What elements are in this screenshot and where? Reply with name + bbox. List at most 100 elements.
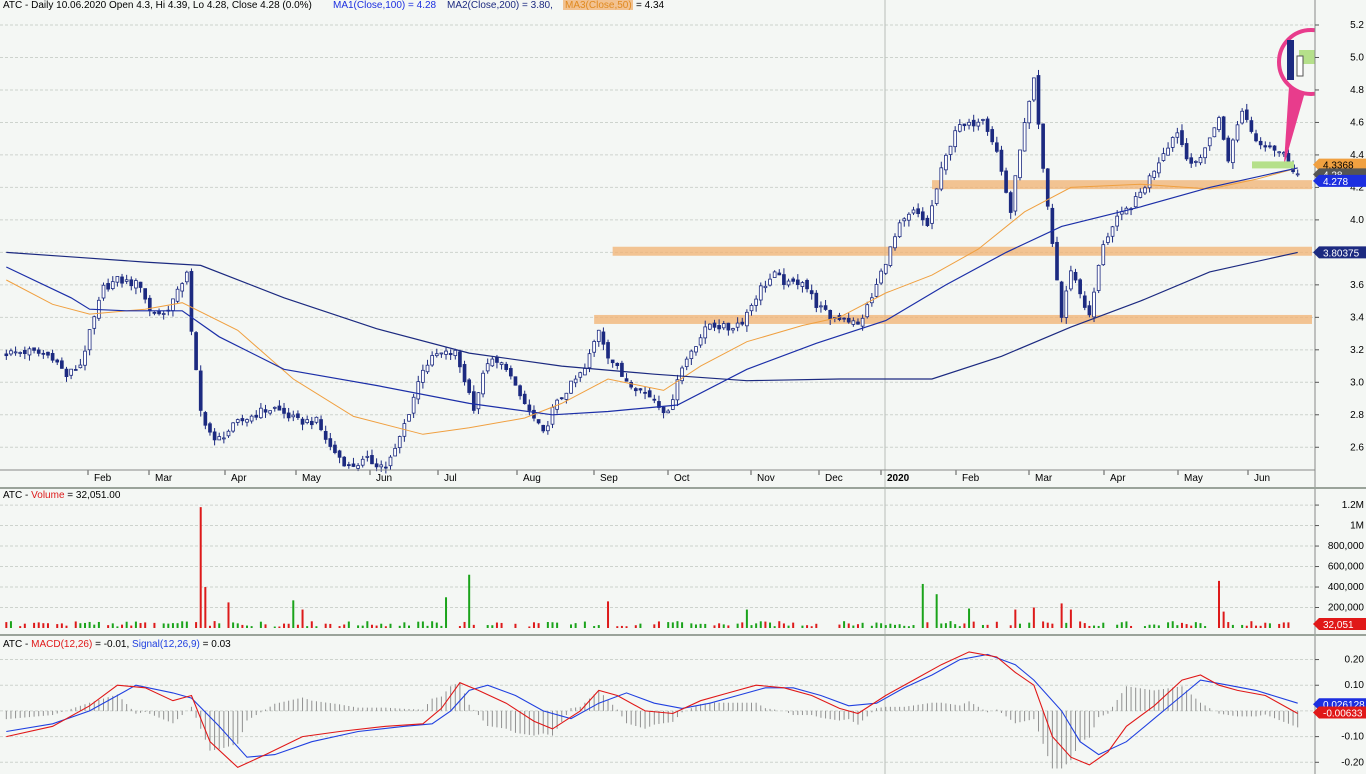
candle-body bbox=[1240, 110, 1244, 124]
zoom-candle bbox=[1296, 55, 1304, 77]
candle-body bbox=[745, 311, 749, 327]
candle-body bbox=[1244, 109, 1249, 120]
candle-body bbox=[772, 271, 777, 278]
candle-body bbox=[967, 121, 971, 126]
x-axis-labels: Feb Mar Apr May Jun Jul Aug Sep Oct Nov Dec 2020 Feb… bbox=[87, 470, 1270, 484]
candle-body bbox=[323, 430, 328, 440]
candle-body bbox=[1133, 196, 1138, 208]
volume-panel[interactable] bbox=[5, 507, 1290, 628]
candle-body bbox=[439, 352, 444, 355]
candle-body bbox=[735, 322, 740, 328]
candle-body bbox=[13, 351, 18, 354]
candle-body bbox=[453, 349, 458, 357]
candle-body bbox=[726, 322, 731, 331]
candle-body bbox=[948, 145, 953, 155]
candle-body bbox=[1156, 162, 1161, 174]
candle-body bbox=[101, 284, 106, 299]
price-axis-tick-label: 4.4 bbox=[1350, 150, 1364, 161]
candle-body bbox=[1175, 132, 1180, 138]
candle-body bbox=[1272, 145, 1277, 151]
ma1-line bbox=[6, 167, 1298, 416]
volume-tag bbox=[1313, 618, 1366, 630]
volume-axis-tick-label: 800,000 bbox=[1328, 541, 1365, 552]
candle-body bbox=[768, 278, 772, 286]
candle-body bbox=[934, 188, 939, 204]
candle-body bbox=[1161, 153, 1166, 161]
candle-body bbox=[1096, 264, 1101, 291]
price-axis-tick-label: 5.2 bbox=[1350, 20, 1364, 31]
candle-body bbox=[22, 349, 27, 355]
x-label: Feb bbox=[962, 473, 980, 484]
candle-body bbox=[994, 142, 999, 152]
macd-panel[interactable] bbox=[5, 651, 1299, 769]
candle-body bbox=[152, 311, 157, 314]
candle-body bbox=[944, 154, 948, 171]
candle-body bbox=[1249, 120, 1254, 132]
candle-body bbox=[286, 412, 291, 419]
price-tag bbox=[1313, 246, 1366, 259]
candle-body bbox=[235, 419, 240, 423]
candle-body bbox=[495, 356, 499, 363]
candle-body bbox=[578, 372, 583, 378]
candle-body bbox=[879, 270, 883, 284]
candle-body bbox=[624, 378, 629, 382]
candle-body bbox=[9, 350, 13, 355]
candle-body bbox=[1027, 100, 1032, 124]
candle-body bbox=[684, 358, 689, 368]
candle-body bbox=[916, 208, 920, 215]
volume-axis-tick-label: 1.2M bbox=[1342, 500, 1364, 511]
candle-body bbox=[615, 362, 620, 366]
candle-body bbox=[1041, 123, 1045, 169]
candle-body bbox=[379, 464, 384, 468]
candle-body bbox=[1147, 175, 1152, 189]
candle-body bbox=[874, 283, 879, 297]
x-label: May bbox=[1184, 473, 1203, 484]
candle-body bbox=[856, 321, 860, 325]
y-axis-area: 5.25.04.84.64.44.24.03.83.63.43.23.02.82… bbox=[1313, 0, 1366, 774]
candle-body bbox=[1059, 281, 1064, 318]
y-axis-background bbox=[1315, 0, 1366, 774]
x-label: 2020 bbox=[887, 473, 910, 484]
candle-body bbox=[259, 407, 263, 419]
candle-body bbox=[518, 385, 522, 397]
candle-body bbox=[208, 423, 212, 433]
candle-body bbox=[809, 290, 814, 295]
candle-body bbox=[661, 406, 666, 414]
candle-body bbox=[393, 447, 397, 457]
candle-body bbox=[694, 346, 698, 353]
candle-body bbox=[407, 414, 411, 422]
price-tag-label: 4.278 bbox=[1323, 177, 1348, 188]
candle-body bbox=[1004, 170, 1008, 193]
candle-body bbox=[416, 381, 421, 400]
candle-body bbox=[740, 321, 745, 325]
candle-body bbox=[50, 353, 55, 361]
ma1-legend: MA1(Close,100) = 4.28 bbox=[333, 0, 437, 11]
candle-body bbox=[786, 280, 791, 286]
candle-body bbox=[1295, 173, 1300, 176]
candle-body bbox=[1101, 244, 1106, 266]
macd-tag bbox=[1313, 706, 1366, 719]
candle-body bbox=[476, 392, 481, 410]
candle-body bbox=[999, 149, 1004, 172]
volume-header: ATC - Volume = 32,051.00 bbox=[3, 490, 121, 501]
candle-body bbox=[1258, 140, 1263, 146]
macd-histogram bbox=[5, 682, 1299, 769]
x-label: Jul bbox=[444, 473, 457, 484]
x-label: May bbox=[302, 473, 321, 484]
volume-bars bbox=[5, 507, 1290, 628]
candle-body bbox=[902, 218, 907, 222]
price-header-text: ATC - Daily 10.06.2020 Open 4.3, Hi 4.39… bbox=[3, 0, 312, 11]
volume-tag-label: 32,051 bbox=[1323, 620, 1354, 631]
support-zone bbox=[612, 246, 1312, 256]
candle-body bbox=[481, 372, 485, 395]
candle-body bbox=[115, 276, 120, 283]
x-label: Feb bbox=[94, 473, 112, 484]
candle-body bbox=[1217, 117, 1221, 131]
candle-body bbox=[1226, 137, 1231, 162]
candle-body bbox=[1008, 192, 1013, 213]
candle-body bbox=[971, 119, 976, 127]
price-axis-tick-label: 3.2 bbox=[1350, 345, 1364, 356]
candle-body bbox=[272, 406, 277, 409]
